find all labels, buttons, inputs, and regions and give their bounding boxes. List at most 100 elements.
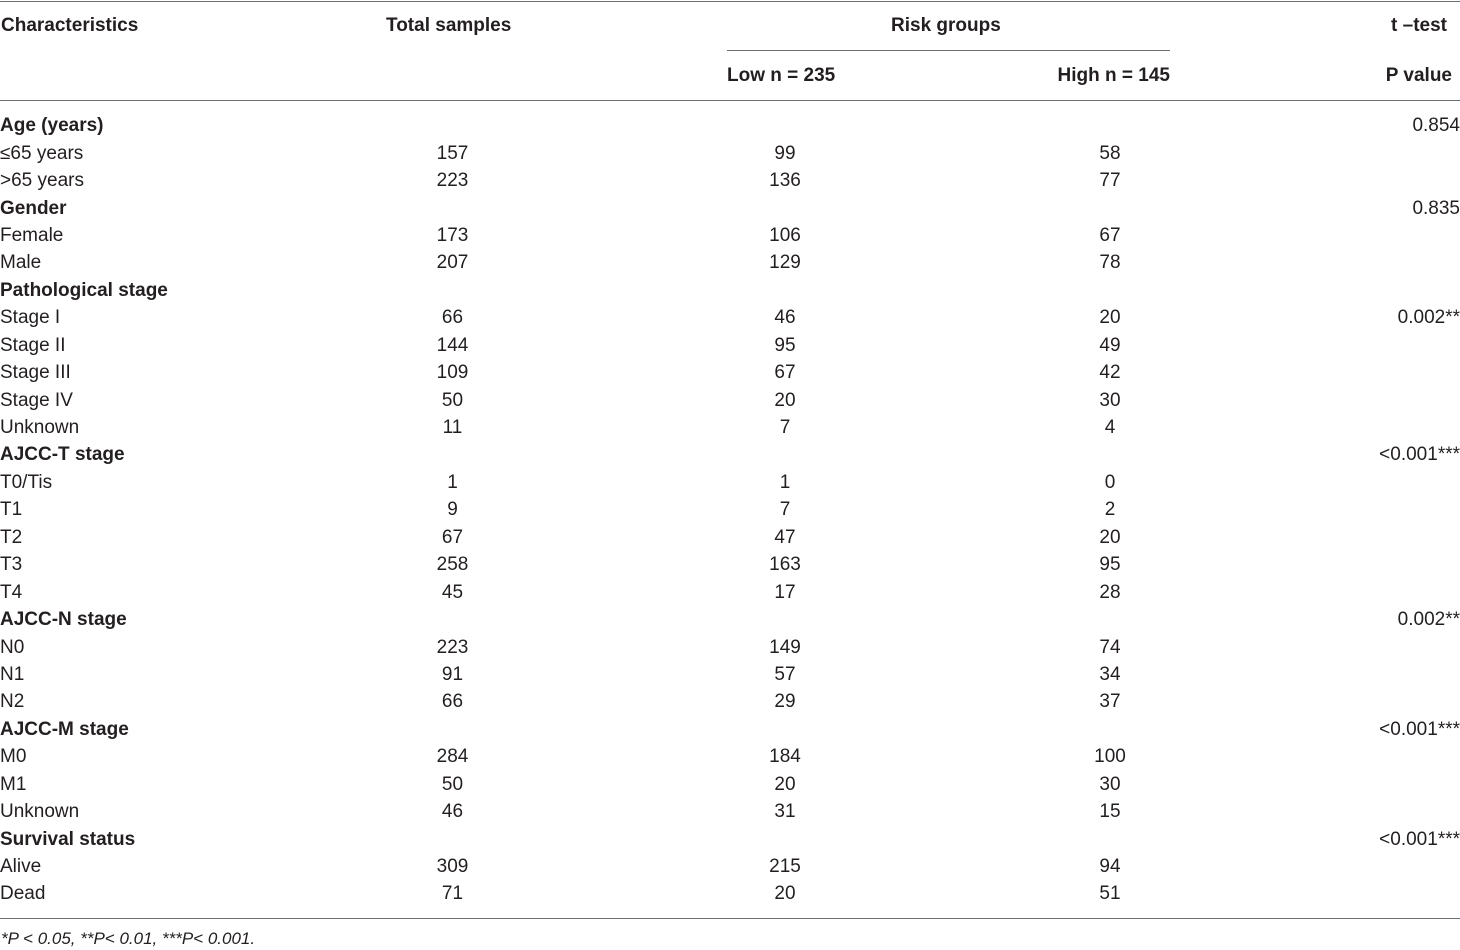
low-cell: 31	[774, 801, 796, 823]
high-cell	[1025, 277, 1195, 304]
table-row: Unknown 46 31 15	[0, 798, 1460, 825]
header-pvalue: P value	[1385, 65, 1452, 86]
pvalue-cell	[1195, 249, 1460, 276]
high-cell: 4	[1104, 417, 1116, 439]
total-cell: 109	[436, 362, 469, 384]
low-cell: 7	[779, 499, 791, 521]
row-label: Unknown	[0, 417, 80, 439]
group-row: Pathological stage	[0, 277, 1460, 304]
top-rule	[0, 1, 1460, 2]
row-label: Dead	[0, 883, 46, 905]
pvalue-cell	[1195, 578, 1460, 605]
pvalue-cell	[1195, 277, 1460, 304]
row-label: Male	[0, 252, 42, 274]
row-label: Survival status	[0, 828, 136, 850]
row-label: Stage III	[0, 362, 71, 384]
high-cell	[1025, 716, 1195, 743]
low-cell	[545, 606, 1025, 633]
total-cell	[360, 277, 545, 304]
total-cell	[360, 825, 545, 852]
low-cell: 163	[769, 554, 801, 576]
pvalue-cell	[1195, 551, 1460, 578]
low-cell: 136	[769, 170, 801, 192]
low-cell: 7	[779, 417, 791, 439]
row-label: Gender	[0, 197, 67, 219]
low-cell: 67	[774, 362, 796, 384]
total-cell: 71	[441, 883, 464, 905]
total-cell: 66	[441, 691, 464, 713]
pvalue-cell	[1195, 359, 1460, 386]
low-cell: 20	[774, 389, 796, 411]
footnote: *P < 0.05, **P< 0.01, ***P< 0.001.	[1, 929, 256, 948]
pvalue-cell	[1195, 167, 1460, 194]
header-low: Low n = 235	[727, 65, 836, 86]
total-cell	[360, 606, 545, 633]
bottom-rule	[0, 918, 1460, 919]
high-cell: 30	[1099, 773, 1121, 795]
header-characteristics: Characteristics	[1, 15, 139, 36]
high-cell: 74	[1099, 636, 1121, 658]
table-row: Female 173 106 67	[0, 222, 1460, 249]
row-label: T2	[0, 526, 23, 548]
pvalue-cell	[1195, 771, 1460, 798]
total-cell: 50	[441, 389, 464, 411]
low-cell: 47	[774, 526, 796, 548]
total-cell: 157	[436, 142, 469, 164]
low-cell	[545, 194, 1025, 221]
high-cell: 15	[1099, 801, 1121, 823]
high-cell: 77	[1099, 170, 1121, 192]
high-cell: 100	[1094, 746, 1126, 768]
pvalue-cell	[1195, 469, 1460, 496]
total-cell: 309	[436, 856, 469, 878]
pvalue-cell	[1195, 332, 1460, 359]
header-total-samples: Total samples	[386, 15, 512, 36]
low-cell: 106	[769, 224, 801, 246]
high-cell	[1025, 441, 1195, 468]
row-label: M1	[0, 773, 27, 795]
high-cell: 78	[1099, 252, 1121, 274]
row-label: N0	[0, 636, 25, 658]
pvalue-cell: 0.002**	[1397, 307, 1460, 329]
risk-groups-rule	[727, 50, 1170, 51]
low-cell: 149	[769, 636, 801, 658]
group-row: Age (years) 0.854	[0, 112, 1460, 139]
row-label: Female	[0, 224, 64, 246]
high-cell: 58	[1099, 142, 1121, 164]
high-cell	[1025, 112, 1195, 139]
row-label: T1	[0, 499, 23, 521]
total-cell	[360, 112, 545, 139]
pvalue-cell	[1195, 222, 1460, 249]
low-cell: 17	[774, 581, 796, 603]
low-cell	[545, 825, 1025, 852]
pvalue-cell: <0.001***	[1379, 828, 1460, 850]
low-cell	[545, 716, 1025, 743]
pvalue-cell	[1195, 386, 1460, 413]
high-cell	[1025, 606, 1195, 633]
pvalue-cell	[1195, 688, 1460, 715]
table-row: N0 223 149 74	[0, 633, 1460, 660]
low-cell: 1	[779, 471, 791, 493]
total-cell: 11	[442, 417, 463, 439]
row-label: ≤65 years	[0, 142, 84, 164]
pvalue-cell	[1195, 743, 1460, 770]
low-cell: 20	[774, 773, 796, 795]
high-cell: 2	[1104, 499, 1116, 521]
table-row: ≤65 years 157 99 58	[0, 139, 1460, 166]
table-row: >65 years 223 136 77	[0, 167, 1460, 194]
group-row: Survival status <0.001***	[0, 825, 1460, 852]
total-cell: 9	[447, 499, 458, 521]
high-cell	[1025, 194, 1195, 221]
total-cell: 50	[441, 773, 464, 795]
high-cell: 37	[1099, 691, 1121, 713]
table-row: Unknown 11 7 4	[0, 414, 1460, 441]
row-label: Alive	[0, 856, 42, 878]
header-risk-groups: Risk groups	[891, 15, 1001, 36]
row-label: M0	[0, 746, 27, 768]
pvalue-cell: <0.001***	[1379, 444, 1460, 466]
total-cell: 258	[436, 554, 469, 576]
header-high: High n = 145	[1057, 65, 1170, 86]
pvalue-cell: 0.002**	[1397, 609, 1460, 631]
row-label: T4	[0, 581, 23, 603]
low-cell: 129	[769, 252, 801, 274]
pvalue-cell	[1195, 414, 1460, 441]
